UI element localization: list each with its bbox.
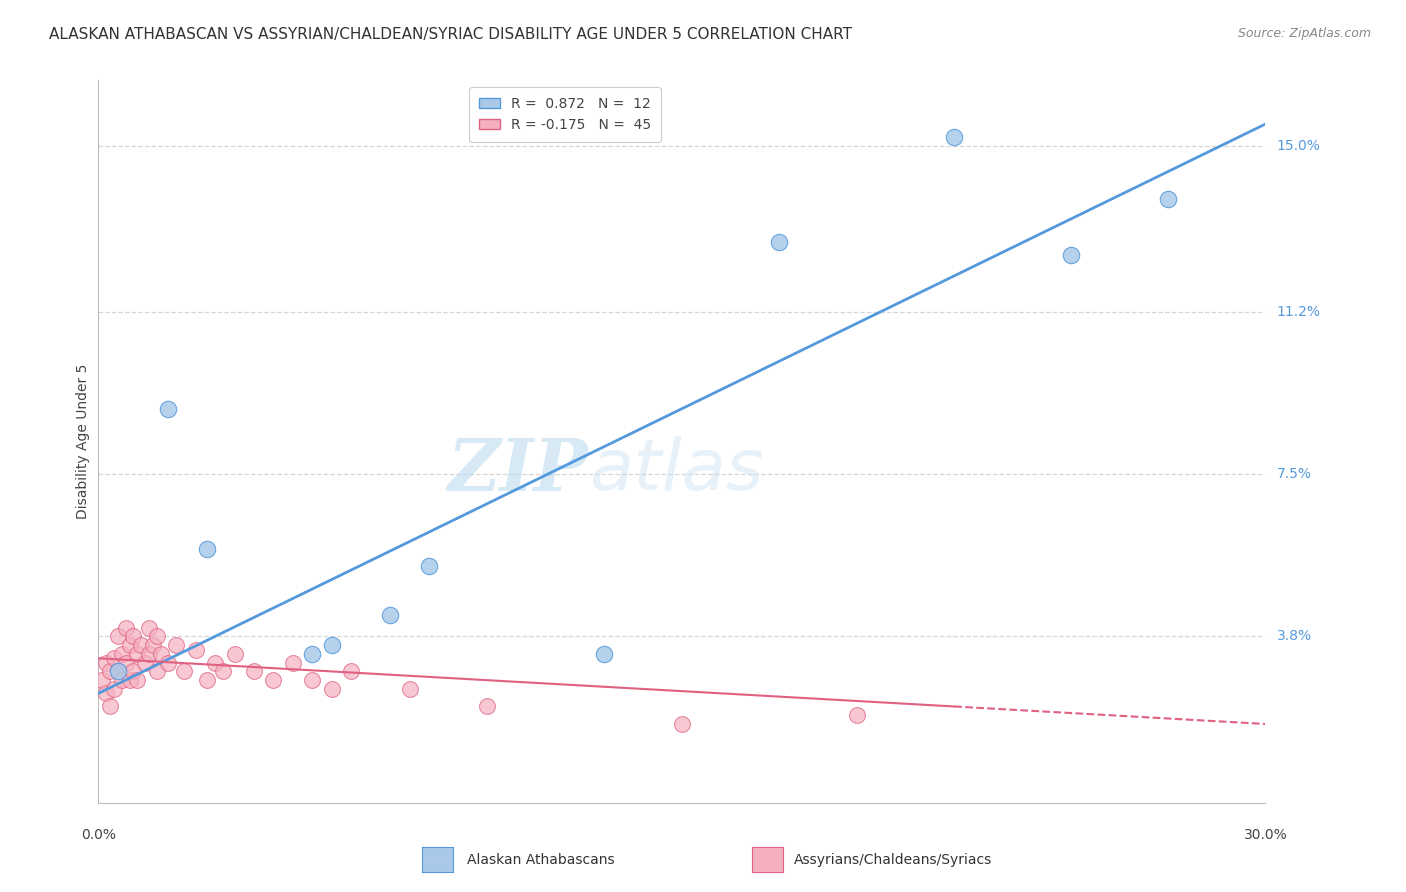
Point [212,665,235,679]
Text: Source: ZipAtlas.com: Source: ZipAtlas.com [1237,27,1371,40]
Point [195,673,218,688]
Point [107,665,129,679]
Point [281,656,304,670]
Point [91,673,114,688]
Point [165,638,187,652]
Point [142,638,165,652]
Point [243,665,266,679]
Text: 15.0%: 15.0% [1277,139,1320,153]
Text: Alaskan Athabascans: Alaskan Athabascans [467,853,614,867]
Text: 3.8%: 3.8% [1277,630,1312,643]
Point [96,686,118,700]
Point [321,681,343,696]
Point [943,130,966,145]
Text: atlas: atlas [589,436,763,505]
Point [173,665,195,679]
Point [114,621,136,635]
Point [846,708,869,723]
Point [118,673,141,688]
Point [107,629,129,643]
Text: Assyrians/Chaldeans/Syriacs: Assyrians/Chaldeans/Syriacs [794,853,993,867]
Point [114,656,136,670]
Point [96,656,118,670]
Point [107,665,129,679]
Point [129,638,152,652]
Point [1060,248,1083,262]
Text: ALASKAN ATHABASCAN VS ASSYRIAN/CHALDEAN/SYRIAC DISABILITY AGE UNDER 5 CORRELATIO: ALASKAN ATHABASCAN VS ASSYRIAN/CHALDEAN/… [49,27,852,42]
Point [593,647,616,661]
Point [122,629,145,643]
Point [127,673,149,688]
Point [127,647,149,661]
Point [146,629,169,643]
Point [195,541,218,556]
Point [157,656,180,670]
Point [262,673,284,688]
Point [301,647,323,661]
Text: 7.5%: 7.5% [1277,467,1312,482]
Point [380,607,402,622]
Point [184,642,207,657]
Point [321,638,343,652]
Point [134,656,156,670]
Point [418,559,440,574]
Text: 11.2%: 11.2% [1277,305,1320,319]
Point [103,681,125,696]
Point [149,647,172,661]
Point [122,665,145,679]
Text: 30.0%: 30.0% [1243,828,1288,842]
Point [111,647,134,661]
Point [146,665,169,679]
Point [340,665,363,679]
Text: ZIP: ZIP [447,435,589,506]
Point [204,656,226,670]
Point [671,717,693,731]
Point [768,235,790,250]
Legend: R =  0.872   N =  12, R = -0.175   N =  45: R = 0.872 N = 12, R = -0.175 N = 45 [470,87,661,142]
Point [111,673,134,688]
Point [103,651,125,665]
Point [98,665,121,679]
Point [301,673,323,688]
Point [1157,192,1180,206]
Text: 0.0%: 0.0% [82,828,115,842]
Point [157,401,180,416]
Point [138,621,160,635]
Point [477,699,499,714]
Y-axis label: Disability Age Under 5: Disability Age Under 5 [76,364,90,519]
Point [138,647,160,661]
Point [98,699,121,714]
Point [118,638,141,652]
Point [398,681,420,696]
Point [224,647,246,661]
